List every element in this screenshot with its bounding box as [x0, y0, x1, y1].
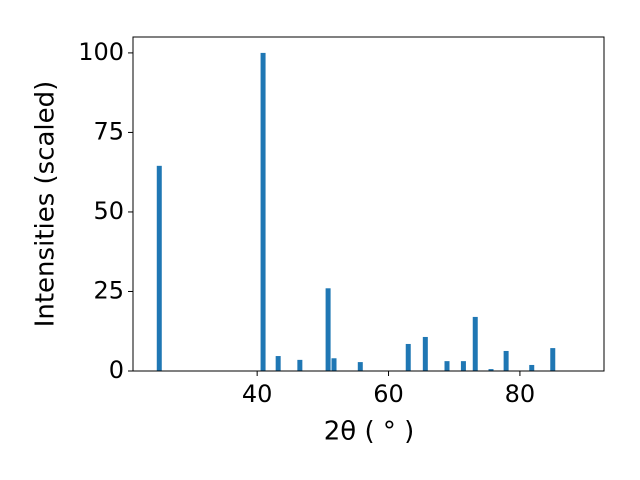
- x-axis-label: 2θ ( ° ): [324, 417, 415, 447]
- bar: [331, 358, 337, 371]
- bar: [260, 52, 266, 372]
- plot-frame: [132, 36, 605, 372]
- bar: [472, 316, 478, 371]
- bar: [357, 362, 363, 371]
- y-axis-label: Intensities (scaled): [31, 81, 61, 328]
- bar: [297, 359, 303, 371]
- bar: [460, 361, 466, 371]
- y-tick-label: 75: [93, 117, 124, 145]
- x-tick-label: 40: [242, 380, 273, 408]
- bar: [156, 165, 162, 371]
- bar: [325, 288, 331, 371]
- x-tick-label: 60: [373, 380, 404, 408]
- bar: [422, 336, 428, 371]
- bar: [529, 364, 535, 371]
- bar: [550, 348, 556, 371]
- y-tick-label: 50: [93, 197, 124, 225]
- bar: [488, 369, 494, 371]
- bar: [503, 350, 509, 371]
- bar: [444, 361, 450, 371]
- y-tick-label: 25: [93, 276, 124, 304]
- bar: [275, 356, 281, 371]
- bar: [405, 343, 411, 371]
- y-tick-label: 0: [109, 356, 124, 384]
- y-tick-label: 100: [78, 38, 124, 66]
- x-tick-label: 80: [505, 380, 536, 408]
